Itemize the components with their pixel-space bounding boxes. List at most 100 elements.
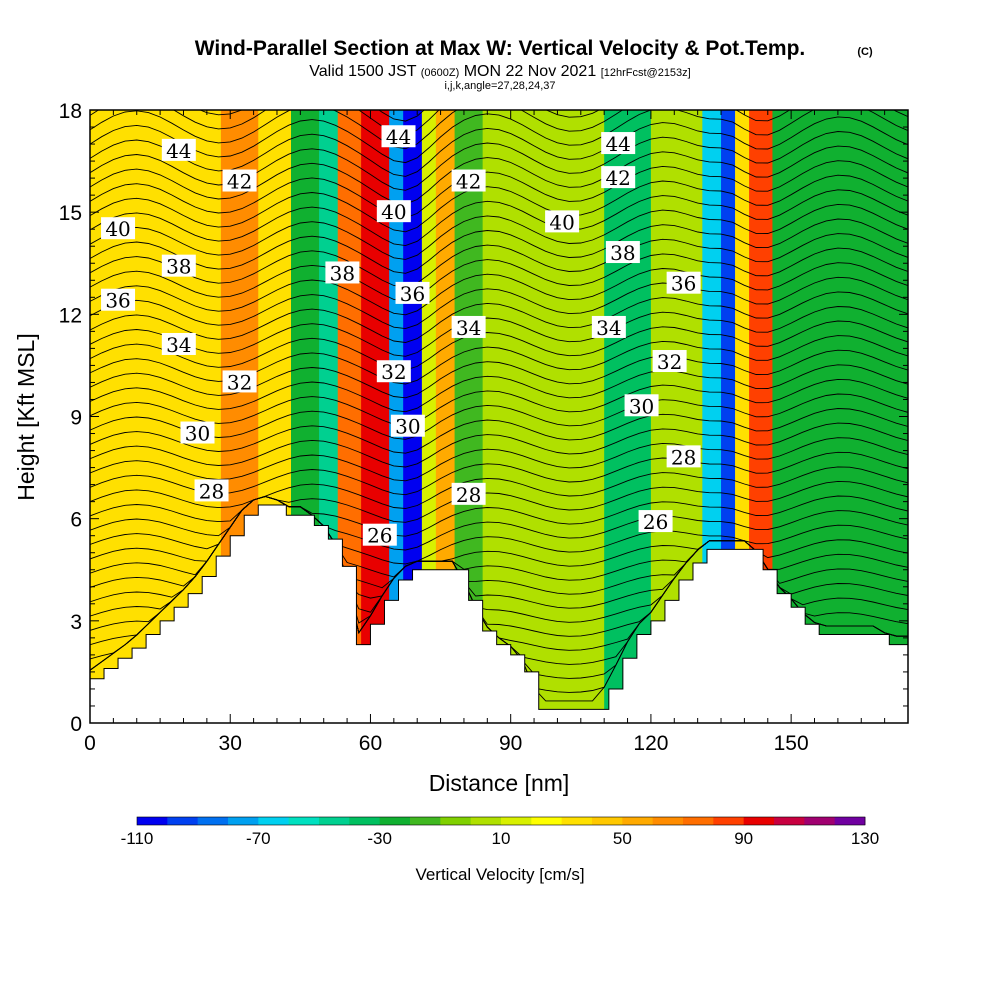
contour-label-box — [601, 166, 636, 189]
contour-label: 42 — [601, 166, 636, 190]
contour-label: 26 — [362, 523, 397, 548]
colorbar-swatch — [804, 817, 836, 825]
colorbar: -110 -70 -30 10 50 90 130 — [121, 816, 879, 848]
contour-label-text: 42 — [227, 170, 252, 194]
subtitle-date: MON 22 Nov 2021 — [464, 63, 597, 80]
contour-label-text: 32 — [381, 360, 406, 384]
contour-label-text: 32 — [227, 370, 252, 394]
contour-label-text: 44 — [605, 132, 630, 156]
contour-label: 42 — [451, 169, 486, 194]
colorbar-swatch — [288, 817, 320, 825]
contour-label: 30 — [180, 421, 215, 446]
colorbar-swatch — [379, 817, 411, 825]
contour-label-box — [362, 523, 397, 546]
velocity-band — [482, 110, 605, 723]
colorbar-tick-label: 130 — [851, 829, 879, 848]
contour-label-box — [180, 421, 215, 444]
contour-label: 30 — [624, 394, 659, 418]
x-tick-label: 0 — [84, 732, 96, 755]
colorbar-swatch — [410, 817, 441, 825]
contour-label-box — [591, 315, 626, 338]
plot-area: 44 44 44 42 42 42 40 40 40 38 38 38 36 36 36 34 34 34 32 32… — [90, 110, 908, 723]
contour-label-text: 38 — [166, 255, 191, 279]
colorbar-tick-label: -110 — [121, 829, 154, 848]
contour-label-text: 28 — [671, 445, 696, 469]
colorbar-swatch — [531, 817, 563, 825]
isentrope-line — [90, 408, 908, 454]
contour-label: 44 — [601, 132, 636, 156]
contour-label-text: 42 — [456, 170, 481, 194]
contour-label-box — [638, 510, 673, 533]
isentrope-line — [90, 393, 908, 440]
contour-label-box — [624, 394, 659, 417]
colorbar-swatch — [622, 817, 654, 825]
contour-label-box — [451, 315, 486, 338]
contour-label: 32 — [376, 360, 411, 384]
terrain — [90, 504, 908, 723]
isentrope-line — [90, 110, 601, 136]
contour-label-box — [605, 241, 640, 264]
contour-label-box — [222, 370, 257, 393]
contour-label-box — [666, 271, 701, 294]
isentrope-line — [90, 496, 908, 551]
y-tick-label: 3 — [70, 611, 82, 634]
contour-label-text: 38 — [330, 261, 355, 285]
colorbar-swatch — [197, 817, 229, 825]
y-tick-label: 6 — [70, 509, 82, 532]
colorbar-swatch — [167, 817, 199, 825]
contour-label-box — [451, 169, 486, 192]
contour-label-box — [666, 445, 701, 468]
contour-label-text: 40 — [549, 210, 574, 234]
contour-label: 40 — [101, 217, 136, 241]
contour-label-box — [325, 261, 360, 284]
isentrope-line — [90, 174, 908, 233]
contour-label: 34 — [451, 315, 486, 340]
contour-label: 32 — [222, 370, 257, 394]
contour-label-text: 30 — [629, 394, 654, 418]
x-axis-label: Distance [nm] — [429, 770, 570, 796]
contour-label-text: 44 — [166, 139, 191, 163]
colorbar-label: Vertical Velocity [cm/s] — [415, 865, 584, 884]
isentrope-line — [90, 110, 908, 164]
contour-label-text: 44 — [386, 125, 411, 149]
colorbar-swatch — [137, 817, 168, 825]
contour-label: 36 — [395, 281, 430, 306]
y-tick-label: 12 — [59, 304, 82, 327]
chart-title: Wind-Parallel Section at Max W: Vertical… — [195, 37, 806, 60]
contour-label-text: 30 — [185, 422, 210, 446]
copyright-mark: (C) — [857, 46, 873, 58]
contour-label-text: 36 — [105, 289, 130, 313]
colorbar-swatch — [440, 817, 472, 825]
contour-label-box — [161, 138, 196, 161]
colorbar-swatch — [774, 817, 805, 825]
colorbar-swatch — [713, 817, 745, 825]
colorbar-swatch — [652, 817, 684, 825]
isentrope-line — [90, 422, 908, 468]
contour-label-box — [194, 479, 229, 502]
colorbar-swatch — [561, 817, 593, 825]
colorbar-swatch — [349, 817, 381, 825]
contour-label: 28 — [666, 445, 701, 469]
x-tick-label: 120 — [633, 732, 668, 755]
colorbar-swatch — [743, 817, 775, 825]
isentrope-line — [90, 160, 908, 219]
isentrope-line — [90, 320, 908, 371]
contour-label-box — [545, 210, 580, 233]
contour-label: 38 — [161, 254, 196, 279]
contour-label: 28 — [451, 482, 486, 507]
contour-label: 32 — [652, 350, 687, 374]
contour-label-box — [381, 125, 416, 148]
isentrope-line — [90, 495, 908, 537]
y-tick-label: 15 — [59, 202, 82, 225]
contour-label: 28 — [194, 479, 229, 503]
contour-label-text: 30 — [395, 415, 420, 439]
chart-subtitle: Valid 1500 JST (0600Z) MON 22 Nov 2021 [… — [309, 63, 690, 80]
x-tick-label: 90 — [499, 732, 522, 755]
contour-label-text: 40 — [105, 217, 130, 241]
contour-label-box — [101, 217, 136, 240]
grid-indices: i,j,k,angle=27,28,24,37 — [444, 80, 555, 92]
isentrope-line — [90, 218, 908, 274]
contour-label-box — [161, 254, 196, 277]
contour-label-box — [652, 350, 687, 373]
